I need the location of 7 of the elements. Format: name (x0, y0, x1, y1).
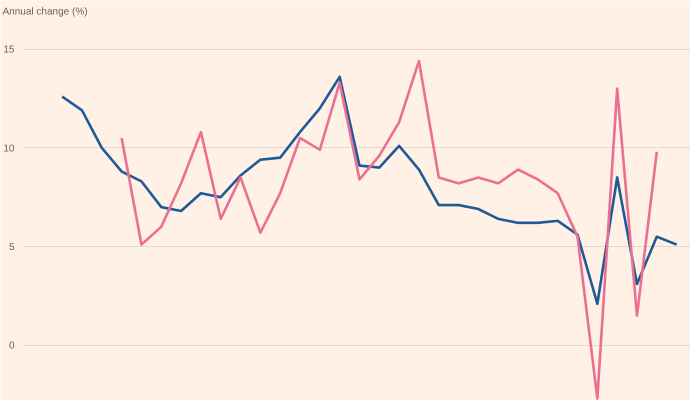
y-tick-label: 0 (8, 340, 15, 352)
y-tick-label: 10 (3, 143, 15, 154)
y-tick-label: 5 (8, 242, 15, 254)
y-tick-label: 15 (3, 44, 15, 56)
line-series (120, 60, 658, 400)
line-series (60, 75, 678, 306)
y-axis-title: Annual change (%) (2, 6, 88, 18)
